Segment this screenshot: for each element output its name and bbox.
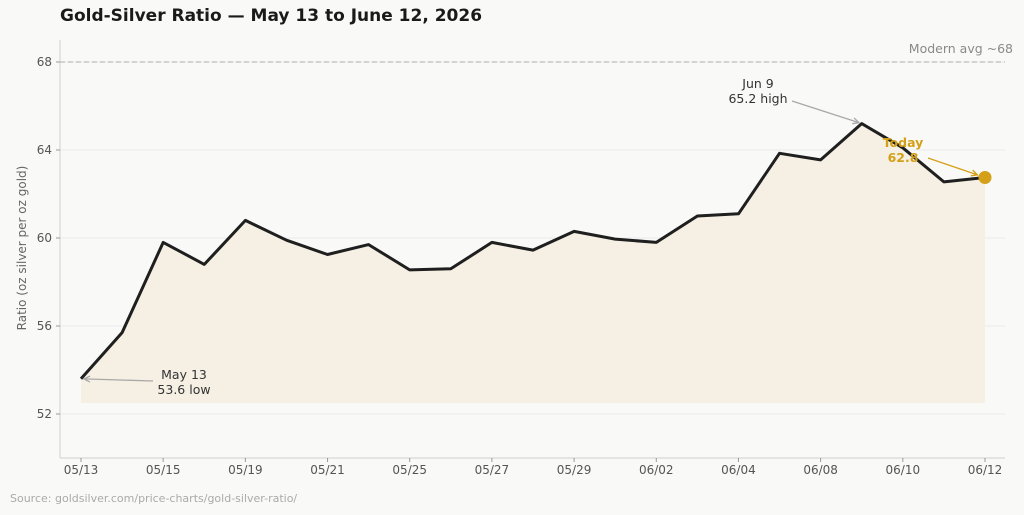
annotation-arrowhead — [970, 169, 979, 177]
reference-line-label: Modern avg ~68 — [909, 41, 1013, 56]
x-tick-label: 05/13 — [64, 463, 99, 477]
y-axis-label: Ratio (oz silver per oz gold) — [15, 166, 29, 331]
today-marker — [978, 171, 992, 184]
x-tick-label: 05/15 — [146, 463, 181, 477]
annotation-arrow — [83, 378, 154, 382]
x-tick-label: 05/27 — [475, 463, 510, 477]
annotation-text: Jun 9 — [741, 76, 774, 91]
annotation-arrow — [791, 100, 860, 124]
annotation-text: 53.6 low — [157, 382, 210, 397]
area-fill — [81, 123, 985, 403]
series-line — [79, 122, 986, 380]
y-tick-label: 52 — [37, 407, 52, 421]
annotation-text: 62.8 — [888, 150, 919, 165]
x-tick-label: 06/08 — [803, 463, 838, 477]
x-tick-label: 05/21 — [310, 463, 345, 477]
y-tick-label: 64 — [37, 143, 52, 157]
y-tick-label: 56 — [37, 319, 52, 333]
x-tick-label: 05/29 — [557, 463, 592, 477]
x-tick-label: 05/19 — [228, 463, 263, 477]
annotation-arrowhead — [82, 375, 91, 383]
chart-title: Gold-Silver Ratio — May 13 to June 12, 2… — [60, 6, 483, 26]
y-tick-label: 68 — [37, 55, 52, 69]
x-tick-label: 06/12 — [968, 463, 1003, 477]
annotation-high: Jun 965.2 high — [728, 76, 861, 125]
annotation-text: May 13 — [161, 367, 207, 382]
x-tick-label: 05/25 — [392, 463, 427, 477]
axis-layer: 52 56 60 64 68 05/13 05/15 05/19 05/21 05/25 05/27… — [37, 40, 1005, 477]
x-tick-label: 06/02 — [639, 463, 674, 477]
x-tick-label: 06/04 — [721, 463, 756, 477]
y-tick-label: 60 — [37, 231, 52, 245]
annotation-arrowhead — [852, 117, 861, 125]
annotation-text: Today — [883, 135, 924, 150]
annotation-arrow — [927, 157, 978, 176]
x-tick-label: 06/10 — [886, 463, 921, 477]
source-note: Source: goldsilver.com/price-charts/gold… — [10, 492, 298, 505]
annotation-text: 65.2 high — [728, 91, 787, 106]
